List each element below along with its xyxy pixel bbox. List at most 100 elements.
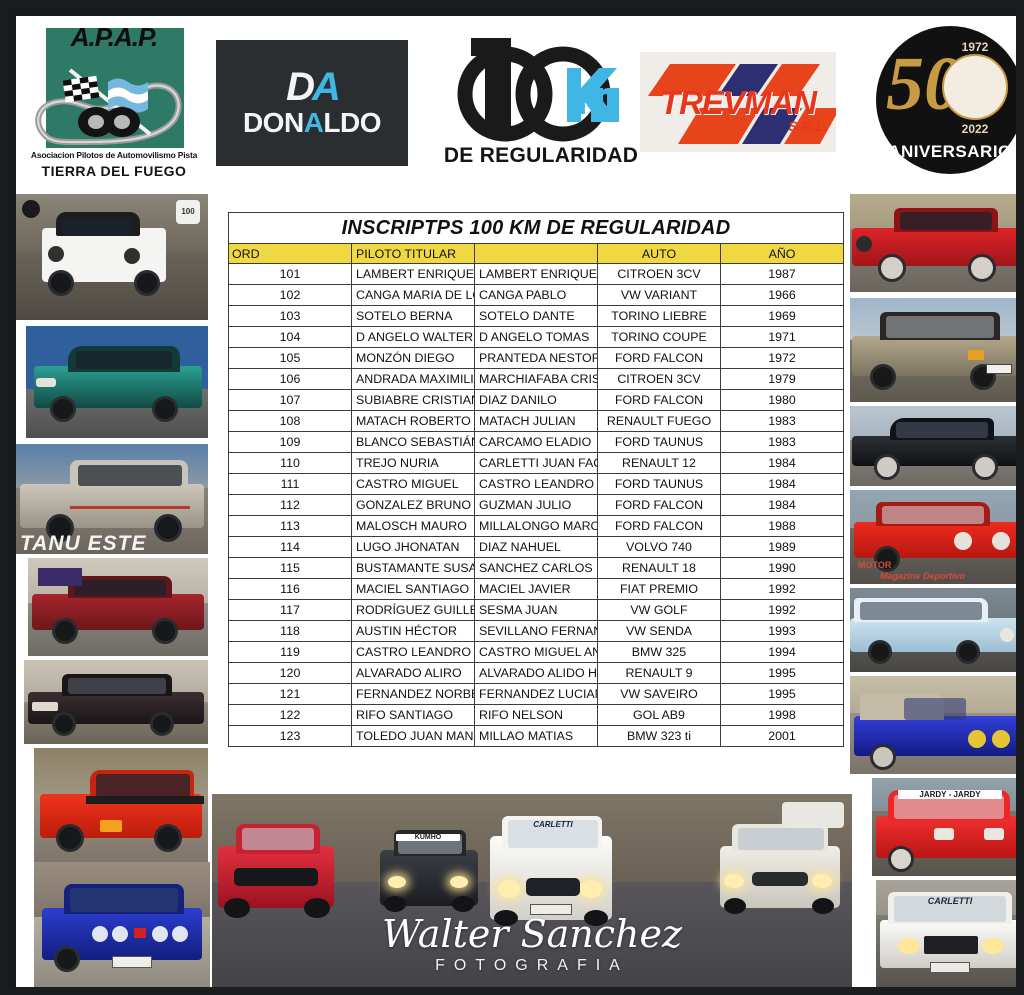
- table-row[interactable]: 107 SUBIABRE CRISTIAN DIAZ DANILO FORD FALC…: [228, 389, 844, 411]
- don-aldo-monogram: DA: [286, 64, 341, 109]
- cell-acompanante: ALVARADO ALIDO HIJO: [474, 662, 598, 684]
- cell-auto: FORD FALCON: [597, 347, 721, 369]
- table-row[interactable]: 111 CASTRO MIGUEL CASTRO LEANDRO FORD TAUNU…: [228, 473, 844, 495]
- cell-ano: 1992: [720, 599, 844, 621]
- cell-acompanante: FERNANDEZ LUCIANO: [474, 683, 598, 705]
- windshield-band-carletti: CARLETTI: [927, 896, 973, 906]
- cell-acompanante: D ANGELO TOMAS: [474, 326, 598, 348]
- column-header-ano[interactable]: AÑO: [720, 243, 844, 264]
- cell-auto: TORINO LIEBRE: [597, 305, 721, 327]
- cell-acompanante: CARCAMO ELADIO: [474, 431, 598, 453]
- cell-ord: 107: [228, 389, 352, 411]
- cell-acompanante: SANCHEZ CARLOS: [474, 557, 598, 579]
- cell-auto: RENAULT 18: [597, 557, 721, 579]
- photographer-subtitle: FOTOGRAFIA: [435, 957, 629, 974]
- cell-piloto: CASTRO LEANDRO: [351, 641, 475, 663]
- cell-piloto: D ANGELO WALTER: [351, 326, 475, 348]
- cell-acompanante: MATACH JULIAN: [474, 410, 598, 432]
- column-header-auto[interactable]: AUTO: [597, 243, 721, 264]
- logo-don-aldo: DA DONALDO: [216, 40, 408, 166]
- cell-auto: VW VARIANT: [597, 284, 721, 306]
- cell-acompanante: CARLETTI JUAN FACUNGO: [474, 452, 598, 474]
- cell-acompanante: PRANTEDA NESTOR: [474, 347, 598, 369]
- cell-acompanante: RIFO NELSON: [474, 704, 598, 726]
- inscriptos-table-container: INSCRIPTPS 100 KM DE REGULARIDAD ORD PIL…: [228, 212, 844, 747]
- column-header-piloto[interactable]: PILOTO TITULAR: [351, 243, 475, 264]
- trevman-wordmark: TREVMAN: [659, 84, 817, 121]
- cell-ord: 118: [228, 620, 352, 642]
- poster-sheet: A.P.A.P. Asociacion Pilotos de Automovil…: [16, 16, 1016, 987]
- cell-ano: 1987: [720, 263, 844, 285]
- cell-ord: 103: [228, 305, 352, 327]
- photo-red-renault-fuego: [34, 748, 208, 866]
- cell-piloto: LUGO JHONATAN: [351, 536, 475, 558]
- column-header-ord[interactable]: ORD: [228, 243, 352, 264]
- table-row[interactable]: 103 SOTELO BERNA SOTELO DANTE TORINO LIEBRE…: [228, 305, 844, 327]
- cell-auto: RENAULT 9: [597, 662, 721, 684]
- monogram-a-letter: A: [312, 64, 341, 109]
- cell-acompanante: MILLALONGO MARCOS: [474, 515, 598, 537]
- cell-auto: CITROEN 3CV: [597, 368, 721, 390]
- cell-ord: 105: [228, 347, 352, 369]
- cell-ord: 117: [228, 599, 352, 621]
- table-row[interactable]: 112 GONZALEZ BRUNO GUZMAN JULIO FORD FALCON…: [228, 494, 844, 516]
- table-row[interactable]: 105 MONZÓN DIEGO PRANTEDA NESTOR FORD FALCO…: [228, 347, 844, 369]
- cell-ord: 123: [228, 725, 352, 747]
- wordmark-don: DON: [242, 106, 304, 138]
- column-header-acompanante[interactable]: [474, 243, 598, 264]
- table-row[interactable]: 116 MACIEL SANTIAGO MACIEL JAVIER FIAT PREM…: [228, 578, 844, 600]
- racetrack-icon: [35, 68, 182, 146]
- photo-dark-renault-9: [24, 660, 208, 744]
- banner-band-2: KUMHO: [396, 834, 460, 841]
- km-caption: DE REGULARIDAD: [443, 144, 639, 167]
- cell-ano: 1984: [720, 473, 844, 495]
- header-logo-strip: A.P.A.P. Asociacion Pilotos de Automovil…: [16, 16, 1016, 188]
- table-row[interactable]: 109 BLANCO SEBASTIÁN CARCAMO ELADIO FORD TA…: [228, 431, 844, 453]
- cell-auto: RENAULT FUEGO: [597, 410, 721, 432]
- table-row[interactable]: 114 LUGO JHONATAN DIAZ NAHUEL VOLVO 740 1989: [228, 536, 844, 558]
- inscriptos-table: INSCRIPTPS 100 KM DE REGULARIDAD ORD PIL…: [228, 212, 844, 747]
- cell-auto: VOLVO 740: [597, 536, 721, 558]
- aniversario-year-to: 2022: [961, 122, 989, 136]
- cell-piloto: MACIEL SANTIAGO: [351, 578, 475, 600]
- photo-white-citroen-3cv: 100: [16, 194, 208, 320]
- trevman-stripes-icon: [648, 64, 836, 144]
- cell-piloto: GONZALEZ BRUNO: [351, 494, 475, 516]
- table-row[interactable]: 108 MATACH ROBERTO MATACH JULIAN RENAULT FU…: [228, 410, 844, 432]
- cell-auto: TORINO COUPE: [597, 326, 721, 348]
- cell-ano: 1983: [720, 410, 844, 432]
- cell-auto: BMW 323 ti: [597, 725, 721, 747]
- cell-ord: 120: [228, 662, 352, 684]
- table-row[interactable]: 104 D ANGELO WALTER D ANGELO TOMAS TORINO C…: [228, 326, 844, 348]
- cell-ord: 102: [228, 284, 352, 306]
- photo-gold-ford-falcon: [850, 298, 1016, 402]
- cell-acompanante: CASTRO MIGUEL ANGEL: [474, 641, 598, 663]
- cell-piloto: CASTRO MIGUEL: [351, 473, 475, 495]
- cell-acompanante: SESMA JUAN: [474, 599, 598, 621]
- cell-piloto: FERNANDEZ NORBERTO: [351, 683, 475, 705]
- apap-subtitle-2: TIERRA DEL FUEGO: [41, 163, 187, 179]
- aniversario-year-from: 1972: [961, 40, 989, 54]
- cell-ano: 1995: [720, 683, 844, 705]
- cell-piloto: RIFO SANTIAGO: [351, 704, 475, 726]
- don-aldo-wordmark: DONALDO: [242, 106, 382, 139]
- cell-acompanante: MACIEL JAVIER: [474, 578, 598, 600]
- photo-black-bmw-323ti: [850, 406, 1016, 486]
- table-row[interactable]: 122 RIFO SANTIAGO RIFO NELSON GOL AB9 1998: [228, 704, 844, 726]
- cell-ano: 1983: [720, 431, 844, 453]
- photo-silver-torino-coupe: TANU ESTE: [16, 444, 208, 554]
- apap-subtitle-1: Asociacion Pilotos de Automovilismo Pist…: [30, 150, 198, 160]
- aniversario-caption: ANIVERSARIO: [888, 142, 1012, 161]
